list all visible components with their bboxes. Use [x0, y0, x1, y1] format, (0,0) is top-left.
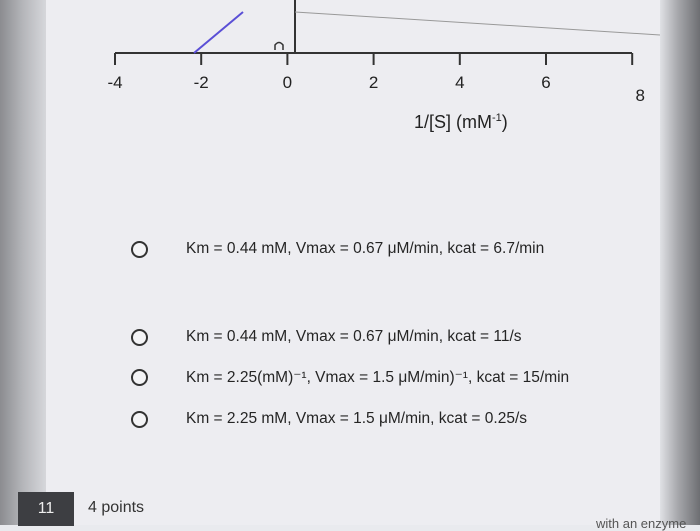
answer-option-4[interactable]: Km = 2.25 mM, Vmax = 1.5 μM/min, kcat = … [131, 404, 527, 434]
x-tick-label: -2 [194, 73, 209, 92]
x-tick-label: 6 [541, 73, 550, 92]
radio-button[interactable] [131, 410, 148, 428]
x-tick-label: -4 [107, 73, 122, 92]
top-border-line [294, 11, 660, 36]
tick-marks [114, 53, 634, 65]
x-tick-label: 8 [635, 86, 644, 105]
option-label: Km = 0.44 mM, Vmax = 0.67 μM/min, kcat =… [186, 328, 522, 345]
x-tick-label: 4 [455, 73, 464, 92]
points-label: 4 points [88, 499, 145, 516]
left-bezel [0, 0, 46, 525]
answer-option-1[interactable]: Km = 0.44 mM, Vmax = 0.67 μM/min, kcat =… [131, 234, 544, 264]
x-tick-label: 2 [369, 73, 378, 92]
option-label: Km = 2.25 mM, Vmax = 1.5 μM/min, kcat = … [186, 410, 528, 427]
radio-button[interactable] [131, 368, 148, 386]
plot-line [193, 11, 244, 54]
quiz-page: -4 -2 0 2 4 6 8 1/[S] (mM-1) Km = 0.44 mM, Vma… [46, 0, 660, 525]
tick-labels: -4 -2 0 2 4 6 8 [107, 73, 644, 105]
answer-option-3[interactable]: Km = 2.25(mM)⁻¹, Vmax = 1.5 μM/min)⁻¹, k… [131, 362, 569, 392]
radio-button[interactable] [131, 240, 148, 258]
question-number-badge: 11 [18, 492, 74, 526]
answer-option-2[interactable]: Km = 0.44 mM, Vmax = 0.67 μM/min, kcat =… [131, 322, 522, 352]
right-bezel [660, 0, 700, 525]
option-label: Km = 0.44 mM, Vmax = 0.67 μM/min, kcat =… [186, 240, 545, 257]
x-tick-label: 0 [283, 73, 292, 92]
radio-button[interactable] [131, 328, 148, 346]
lineweaver-burk-plot: -4 -2 0 2 4 6 8 [107, 0, 660, 105]
x-axis-title: 1/[S] (mM-1) [414, 112, 508, 132]
cut-off-question-text: with an enzyme [596, 516, 687, 531]
axis-arrow-mark [274, 41, 284, 50]
option-label: Km = 2.25(mM)⁻¹, Vmax = 1.5 μM/min)⁻¹, k… [186, 368, 570, 386]
